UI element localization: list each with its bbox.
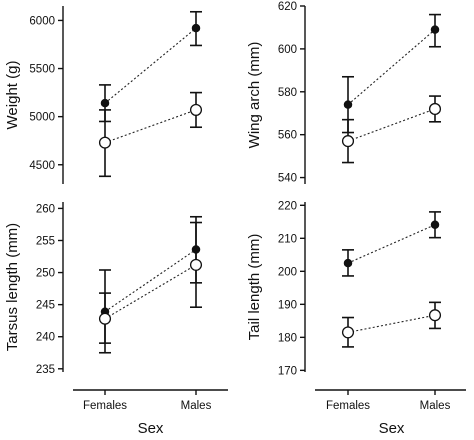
- y-tick-label: 260: [36, 203, 55, 215]
- y-tick-label: 200: [278, 266, 297, 278]
- panel-1: 4500 5000 5500 6000 Weight (g): [4, 6, 203, 184]
- series-connector-line: [347, 224, 436, 264]
- data-point-filled: [100, 98, 110, 108]
- y-tick-label: 5500: [29, 64, 55, 76]
- x-tick-label: Males: [181, 400, 212, 412]
- y-tick-label: 220: [278, 200, 297, 212]
- y-tick-label: 620: [278, 1, 297, 13]
- data-point-open: [341, 326, 355, 339]
- data-point-open: [428, 102, 442, 115]
- y-tick-label: 4500: [29, 160, 55, 172]
- series-open: [341, 95, 442, 164]
- series-filled: [99, 10, 202, 123]
- x-tick-label: Females: [83, 400, 127, 412]
- data-point-open: [189, 103, 203, 116]
- series-connector-line: [104, 249, 197, 313]
- x-tick-label: Males: [420, 400, 451, 412]
- series-filled: [342, 13, 441, 134]
- series-connector-line: [347, 314, 436, 333]
- y-tick-label: 240: [36, 332, 55, 344]
- data-point-filled: [343, 100, 353, 109]
- y-tick-label: 600: [278, 44, 297, 56]
- y-tick-label: 190: [278, 299, 297, 311]
- series-connector-line: [104, 27, 197, 104]
- y-tick-label: 210: [278, 233, 297, 245]
- series-open: [341, 301, 442, 348]
- data-point-open: [98, 136, 112, 149]
- y-axis-title: Weight (g): [4, 61, 21, 130]
- data-point-open: [428, 309, 442, 322]
- series-connector-line: [347, 29, 436, 106]
- y-tick-label: 5000: [29, 112, 55, 124]
- x-axis-title: Sex: [379, 420, 405, 437]
- y-tick-label: 250: [36, 268, 55, 280]
- y-tick-label: 235: [36, 364, 55, 376]
- panel-2: 540 560 580 600 620 Wing arch (mm): [246, 1, 442, 185]
- series-filled: [342, 211, 441, 277]
- y-tick-label: 255: [36, 235, 55, 247]
- y-tick-label: 580: [278, 87, 297, 99]
- y-axis-title: Wing arch (mm): [246, 42, 263, 149]
- series-open: [98, 221, 203, 344]
- data-point-open: [341, 135, 355, 148]
- y-tick-label: 540: [278, 173, 297, 185]
- data-point-open: [98, 312, 112, 325]
- series-connector-line: [104, 264, 197, 320]
- panel-4: 170 180 190 200 210 220 Tail length (mm) Female…: [246, 200, 466, 437]
- y-tick-label: 6000: [29, 15, 55, 27]
- data-point-filled: [430, 25, 440, 34]
- x-tick-label: Females: [326, 400, 370, 412]
- y-tick-label: 245: [36, 300, 55, 312]
- y-axis-title: Tail length (mm): [246, 234, 263, 341]
- x-axis-title: Sex: [138, 420, 164, 437]
- series-open: [98, 91, 203, 178]
- series-filled: [99, 215, 202, 354]
- data-point-open: [189, 258, 203, 271]
- data-point-filled: [191, 23, 201, 33]
- series-connector-line: [347, 108, 436, 142]
- y-tick-label: 170: [278, 365, 297, 377]
- y-axis-title: Tarsus length (mm): [4, 223, 21, 351]
- data-point-filled: [430, 220, 440, 230]
- panel-3: 235 240 245 250 255 260 Tarsus length (mm) Fema…: [4, 202, 228, 437]
- y-tick-label: 560: [278, 130, 297, 142]
- y-tick-label: 180: [278, 332, 297, 344]
- series-connector-line: [104, 109, 197, 144]
- data-point-filled: [343, 258, 353, 268]
